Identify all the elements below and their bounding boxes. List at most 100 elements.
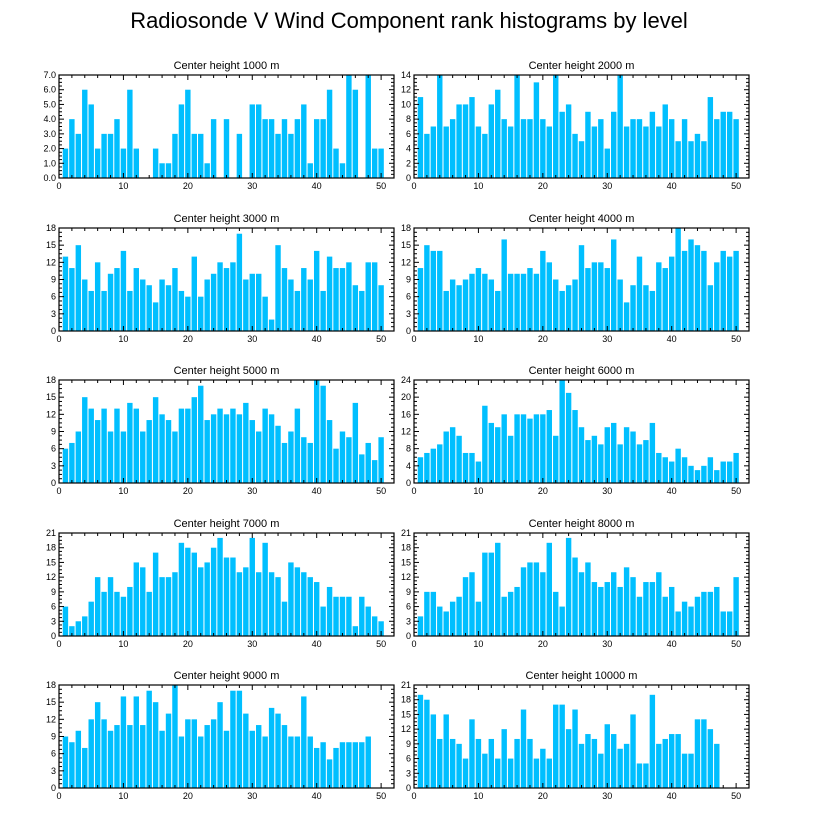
- y-tick-label: 21: [46, 528, 56, 538]
- bar: [339, 596, 346, 636]
- bar: [346, 742, 352, 788]
- bar: [75, 621, 82, 636]
- bar: [611, 572, 617, 636]
- bar: [643, 582, 649, 636]
- bar: [146, 285, 152, 331]
- bar: [520, 709, 527, 788]
- bar: [726, 461, 733, 483]
- bar: [262, 542, 268, 636]
- bar: [649, 422, 656, 483]
- bar: [514, 75, 520, 178]
- bar: [598, 586, 604, 636]
- x-tick-label: 30: [602, 181, 612, 191]
- bar: [127, 725, 133, 788]
- bar: [223, 730, 230, 788]
- bar: [120, 696, 127, 788]
- bar: [540, 119, 546, 178]
- bar: [488, 422, 495, 483]
- bar: [378, 285, 384, 331]
- y-tick-label: 12: [46, 257, 56, 267]
- y-tick-label: 12: [46, 409, 56, 419]
- bar: [249, 273, 255, 331]
- bar: [75, 133, 82, 178]
- bar: [204, 420, 210, 483]
- bar: [268, 572, 275, 636]
- bar: [443, 290, 449, 331]
- x-tick-label: 50: [376, 181, 386, 191]
- y-tick-label: 6: [406, 129, 411, 139]
- x-tick-label: 30: [247, 486, 257, 496]
- bar: [688, 141, 694, 178]
- bar: [540, 748, 546, 788]
- bar: [424, 245, 430, 331]
- bar: [185, 547, 191, 636]
- bar: [281, 268, 288, 331]
- x-tick-label: 0: [411, 791, 416, 801]
- y-tick-label: 0: [51, 631, 56, 641]
- x-tick-label: 40: [667, 639, 677, 649]
- bar: [152, 397, 159, 483]
- bar: [301, 696, 307, 788]
- bar: [617, 586, 623, 636]
- bar: [694, 719, 701, 788]
- bar: [82, 747, 88, 788]
- bar: [82, 279, 88, 331]
- bar: [520, 414, 527, 483]
- bar: [320, 606, 326, 636]
- y-tick-label: 6.0: [43, 85, 56, 95]
- bar: [572, 133, 578, 178]
- y-tick-label: 15: [401, 240, 411, 250]
- bar: [424, 452, 430, 483]
- bar: [662, 596, 668, 636]
- bar: [352, 626, 359, 636]
- bar: [107, 730, 114, 788]
- bar: [482, 753, 488, 788]
- bar: [598, 262, 604, 331]
- bar: [281, 442, 288, 483]
- x-tick-label: 10: [118, 486, 128, 496]
- bar: [488, 738, 495, 788]
- bar: [681, 753, 688, 788]
- bar: [275, 577, 281, 636]
- bar: [62, 736, 69, 788]
- bar: [527, 119, 533, 178]
- y-tick-label: 12: [401, 257, 411, 267]
- bar: [649, 290, 656, 331]
- bar: [681, 250, 688, 331]
- bar: [346, 437, 352, 483]
- bar: [675, 611, 681, 636]
- bar: [365, 262, 371, 331]
- bar: [437, 75, 443, 178]
- bar: [307, 577, 313, 636]
- bar: [553, 704, 559, 788]
- bar: [75, 245, 82, 331]
- bar: [553, 591, 559, 636]
- bar: [307, 163, 313, 178]
- bar: [262, 296, 268, 331]
- bar: [623, 302, 630, 331]
- y-tick-label: 5.0: [43, 99, 56, 109]
- bar: [604, 148, 610, 178]
- bar: [313, 747, 320, 788]
- bar: [185, 408, 191, 483]
- bar: [688, 753, 694, 788]
- y-tick-label: 8: [406, 114, 411, 124]
- bar: [482, 273, 488, 331]
- bar: [178, 736, 185, 788]
- bar: [488, 104, 495, 178]
- bar: [178, 542, 185, 636]
- bar: [378, 148, 384, 178]
- bar: [133, 408, 140, 483]
- y-tick-label: 3: [51, 309, 56, 319]
- x-tick-label: 0: [56, 334, 61, 344]
- bar: [313, 582, 320, 636]
- bar: [191, 552, 197, 636]
- x-tick-label: 10: [118, 334, 128, 344]
- bar: [326, 586, 333, 636]
- bar: [656, 452, 662, 483]
- y-tick-label: 8: [406, 444, 411, 454]
- bar: [268, 414, 275, 483]
- y-tick-label: 9: [406, 587, 411, 597]
- bar: [585, 111, 591, 178]
- bar: [191, 256, 197, 331]
